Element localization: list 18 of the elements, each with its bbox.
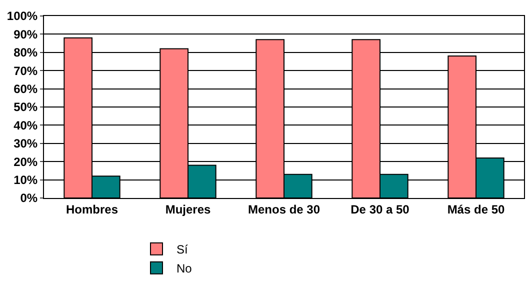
x-tick-label: Mujeres (165, 202, 211, 216)
y-tick-label: 30% (14, 136, 38, 151)
x-tick-label: De 30 a 50 (350, 202, 410, 216)
x-tick-label: Menos de 30 (248, 202, 320, 216)
y-tick-label: 60% (14, 82, 38, 96)
y-tick-label: 100% (6, 9, 38, 24)
y-tick-label: 80% (14, 46, 38, 60)
y-tick-label: 50% (14, 100, 38, 114)
legend-label: Sí (176, 242, 189, 257)
y-tick-label: 20% (14, 154, 38, 169)
legend-label: No (176, 262, 192, 276)
y-tick-label: 10% (14, 173, 38, 187)
y-tick-label: 40% (14, 118, 38, 132)
y-tick-label: 0% (20, 191, 38, 206)
y-tick-label: 70% (14, 64, 38, 78)
x-tick-label: Hombres (66, 202, 118, 216)
y-tick-label: 90% (14, 27, 38, 42)
x-tick-label: Más de 50 (447, 202, 505, 216)
